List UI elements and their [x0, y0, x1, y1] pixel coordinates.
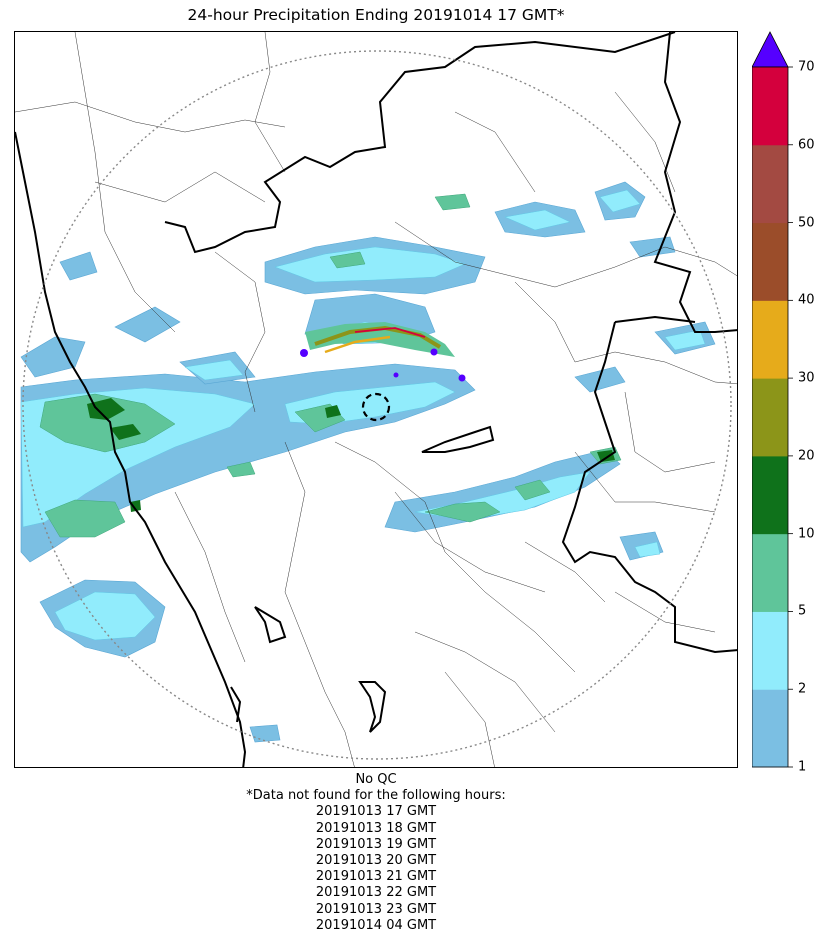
colorbar-swatch — [752, 689, 788, 768]
map-title: 24-hour Precipitation Ending 20191014 17… — [187, 6, 565, 24]
colorbar-swatch — [752, 67, 788, 146]
colorbar-swatch — [752, 611, 788, 690]
missing-hour: 20191014 04 GMT — [315, 917, 437, 933]
missing-hour: 20191013 18 GMT — [315, 820, 437, 836]
radar-range-ring — [22, 50, 732, 760]
missing-data-header: *Data not found for the following hours: — [246, 788, 506, 804]
map-canvas — [15, 32, 737, 767]
missing-hour: 20191013 20 GMT — [315, 853, 437, 869]
colorbar-swatch — [752, 533, 788, 612]
colorbar-tick-label: 30 — [798, 370, 815, 386]
notes-block: No QC *Data not found for the following … — [0, 772, 752, 934]
qc-note: No QC — [355, 772, 397, 787]
colorbar-tick-label: 1 — [798, 759, 807, 775]
colorbar-swatch — [752, 144, 788, 224]
colorbar-swatch — [752, 300, 788, 379]
colorbar-swatch — [752, 455, 788, 535]
colorbar-tick-label: 70 — [798, 59, 815, 75]
admin-boundaries — [15, 32, 737, 767]
missing-hour: 20191013 22 GMT — [315, 885, 437, 901]
colorbar — [752, 31, 793, 768]
colorbar-tick-label: 20 — [798, 448, 815, 464]
colorbar-swatch — [752, 378, 788, 457]
missing-hour: 20191013 19 GMT — [315, 836, 437, 852]
colorbar-tick-label: 50 — [798, 215, 815, 231]
colorbar-ticks — [788, 66, 793, 768]
colorbar-tick-label: 2 — [798, 681, 807, 697]
colorbar-tick-label: 60 — [798, 137, 815, 153]
colorbar-swatches — [752, 67, 788, 768]
national-borders — [15, 32, 737, 767]
colorbar-tick-label: 5 — [798, 603, 807, 619]
radar-site-marker — [361, 392, 391, 422]
colorbar-tick-label: 10 — [798, 526, 815, 542]
missing-hour: 20191013 17 GMT — [315, 804, 437, 820]
precip-band-5-10 — [39, 193, 622, 538]
colorbar-extend-arrow — [752, 31, 789, 68]
colorbar-swatch — [752, 222, 788, 301]
missing-hour: 20191013 21 GMT — [315, 869, 437, 885]
missing-hour: 20191013 23 GMT — [315, 901, 437, 917]
precipitation-map — [14, 31, 738, 768]
precip-band-heavy — [300, 322, 466, 382]
colorbar-tick-label: 40 — [798, 292, 815, 308]
precip-band-10-20 — [87, 398, 615, 512]
